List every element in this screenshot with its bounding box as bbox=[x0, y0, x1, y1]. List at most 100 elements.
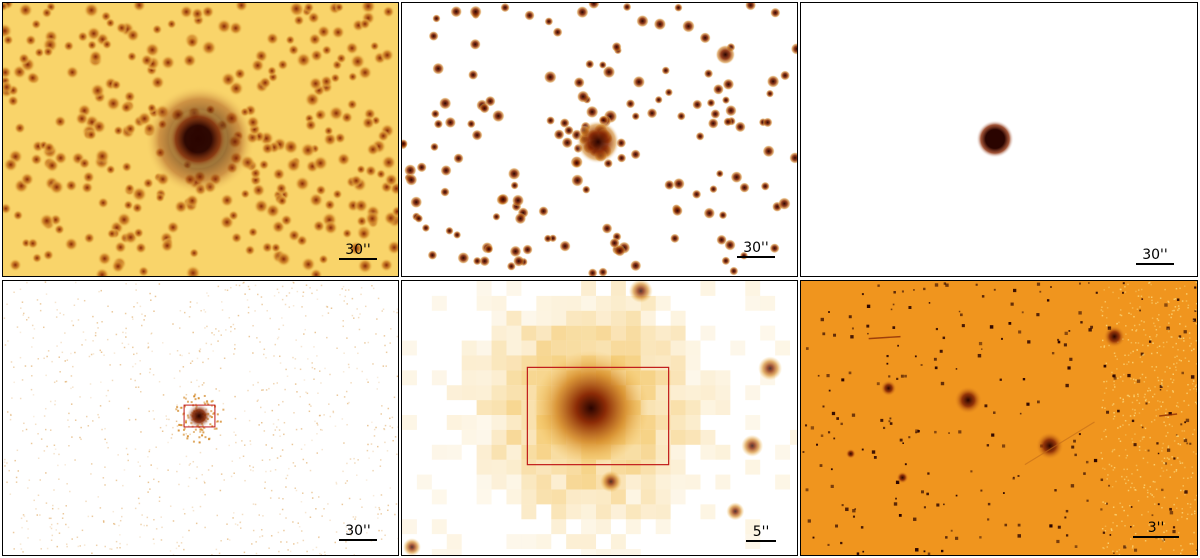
noise-pixel bbox=[1133, 324, 1136, 327]
noise-pixel bbox=[343, 396, 346, 398]
pixel bbox=[551, 340, 567, 356]
noise-pixel bbox=[347, 289, 350, 291]
noise-pixel bbox=[6, 481, 8, 484]
noise-pixel bbox=[1173, 549, 1175, 551]
hot-pixel bbox=[893, 502, 898, 506]
hot-pixel bbox=[1019, 412, 1022, 415]
noise-pixel bbox=[393, 396, 396, 399]
noise-pixel bbox=[150, 332, 153, 334]
noise-pixel bbox=[321, 515, 323, 517]
noise-pixel bbox=[286, 375, 289, 377]
panel-5-scalebar-bar bbox=[746, 540, 776, 542]
noise-pixel bbox=[200, 309, 202, 312]
noise-pixel bbox=[260, 389, 263, 391]
hot-pixel bbox=[1078, 433, 1081, 436]
pixel bbox=[685, 415, 701, 430]
noise-pixel bbox=[1127, 339, 1130, 341]
noise-pixel bbox=[1171, 425, 1174, 428]
noise-pixel bbox=[274, 343, 277, 346]
noise-pixel bbox=[1122, 414, 1124, 417]
noise-pixel bbox=[131, 316, 134, 318]
hot-pixel bbox=[831, 411, 836, 416]
noise-pixel bbox=[1195, 388, 1197, 390]
hot-pixel bbox=[1178, 335, 1182, 338]
noise-pixel bbox=[1152, 480, 1155, 483]
panel-5-scalebar-label: 5'' bbox=[752, 524, 770, 540]
noise-pixel bbox=[1184, 466, 1186, 469]
noise-pixel bbox=[278, 550, 280, 553]
pixel bbox=[446, 385, 462, 401]
noise-pixel bbox=[1175, 342, 1178, 345]
pixel bbox=[506, 310, 522, 326]
noise-pixel bbox=[153, 418, 155, 420]
noise-pixel bbox=[1123, 468, 1125, 471]
background-count bbox=[234, 3, 249, 12]
noise-pixel bbox=[1105, 435, 1107, 438]
pixel bbox=[461, 385, 477, 401]
noise-pixel bbox=[1130, 486, 1132, 489]
noise-pixel bbox=[1123, 478, 1126, 481]
noise-pixel bbox=[1149, 436, 1151, 439]
hot-pixel bbox=[1112, 374, 1115, 377]
panel-3-scalebar-bar bbox=[1136, 263, 1174, 265]
hot-pixel bbox=[826, 374, 830, 378]
background-count bbox=[328, 105, 345, 122]
noise-pixel bbox=[196, 357, 199, 360]
noise-pixel bbox=[1113, 448, 1116, 451]
hot-pixel bbox=[893, 291, 896, 294]
background-count bbox=[433, 119, 444, 129]
noise-pixel bbox=[101, 428, 103, 431]
noise-pixel bbox=[1164, 288, 1166, 291]
noise-pixel bbox=[256, 337, 258, 339]
noise-pixel bbox=[308, 403, 311, 406]
background-count bbox=[280, 214, 293, 227]
noise-pixel bbox=[187, 425, 190, 427]
noise-pixel bbox=[381, 405, 383, 407]
background-count bbox=[674, 3, 683, 12]
noise-pixel bbox=[238, 284, 241, 287]
noise-pixel bbox=[30, 442, 33, 445]
noise-pixel bbox=[1168, 314, 1171, 316]
hot-pixel bbox=[1123, 545, 1127, 549]
background-count bbox=[83, 3, 100, 18]
pixel bbox=[700, 444, 716, 460]
hot-pixel bbox=[900, 374, 904, 378]
hot-pixel bbox=[1078, 282, 1081, 285]
panel-2-scalebar-bar bbox=[737, 256, 775, 258]
noise-pixel bbox=[223, 479, 225, 481]
hot-pixel bbox=[1069, 357, 1073, 361]
hot-pixel bbox=[1106, 410, 1110, 414]
pixel bbox=[610, 310, 626, 326]
noise-pixel bbox=[284, 388, 286, 391]
nearby-source bbox=[741, 434, 764, 457]
background-count bbox=[244, 244, 256, 256]
background-count bbox=[3, 157, 19, 173]
hot-pixel bbox=[934, 366, 938, 370]
noise-pixel bbox=[230, 475, 233, 478]
noise-pixel bbox=[124, 312, 127, 315]
noise-pixel bbox=[283, 433, 285, 436]
noise-pixel bbox=[153, 518, 155, 521]
noise-pixel bbox=[271, 447, 273, 449]
background-count bbox=[636, 14, 649, 28]
hot-pixel bbox=[810, 426, 815, 430]
noise-pixel bbox=[150, 333, 152, 335]
pixel bbox=[536, 444, 552, 460]
background-count bbox=[427, 250, 438, 261]
noise-pixel bbox=[341, 418, 344, 420]
noise-pixel bbox=[265, 470, 267, 473]
noise-pixel bbox=[160, 539, 163, 541]
noise-pixel bbox=[1174, 366, 1177, 368]
pixel bbox=[506, 340, 522, 356]
background-count bbox=[31, 252, 43, 264]
pixel bbox=[655, 400, 671, 416]
pixel bbox=[640, 355, 656, 371]
noise-pixel bbox=[1106, 307, 1109, 309]
background-count bbox=[724, 239, 736, 251]
hot-pixel bbox=[1172, 529, 1176, 534]
noise-pixel bbox=[352, 516, 355, 518]
noise-pixel bbox=[1101, 406, 1103, 409]
noise-pixel bbox=[1147, 511, 1150, 513]
noise-pixel bbox=[1157, 301, 1159, 304]
noise-pixel bbox=[97, 496, 100, 498]
